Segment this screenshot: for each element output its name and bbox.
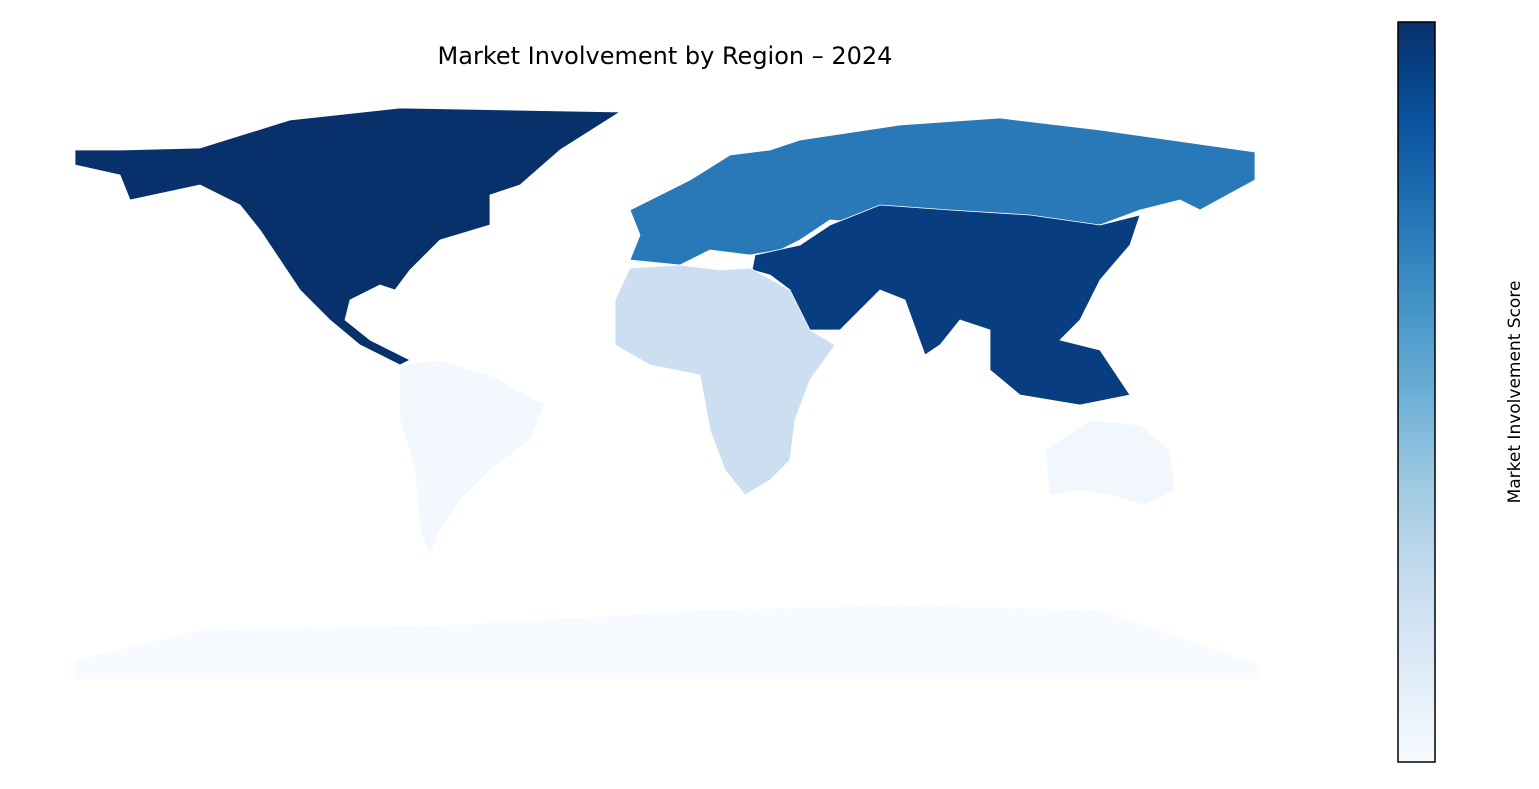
- region: [1044, 419, 1176, 506]
- region: [751, 204, 1141, 406]
- region: [399, 359, 546, 556]
- chart-title: Market Involvement by Region – 2024: [438, 42, 893, 70]
- region: [74, 604, 1261, 681]
- colorbar: [1397, 21, 1436, 763]
- map: [74, 107, 1261, 681]
- region: [74, 107, 621, 366]
- region: [614, 264, 836, 496]
- colorbar-label: Market Involvement Score: [1505, 281, 1525, 504]
